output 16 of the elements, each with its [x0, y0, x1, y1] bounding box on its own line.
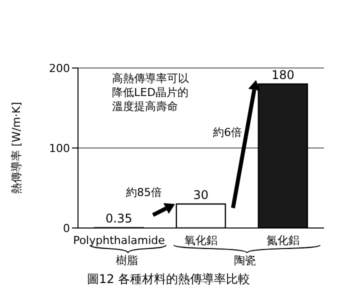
x-tick-label: 氮化鋁	[266, 234, 300, 247]
x-tick-label: 氧化鋁	[184, 234, 218, 247]
annotation: 約85倍	[126, 186, 162, 200]
annotation: 高熱傳導率可以降低LED晶片的溫度提高壽命	[112, 72, 190, 114]
x-tick-label: Polyphthalamide	[73, 234, 166, 247]
y-axis-title: 熱傳導率 [W/m·K]	[10, 102, 23, 194]
y-tick-label: 100	[49, 142, 70, 155]
y-tick-label: 200	[49, 62, 70, 75]
data-label: 180	[271, 68, 294, 82]
y-tick-label: 0	[63, 222, 70, 235]
annotation: 約6倍	[213, 126, 242, 140]
text: 圖12 各種材料的熱傳導率比較	[86, 272, 252, 286]
text: 樹脂	[116, 254, 138, 268]
text: 陶瓷	[234, 254, 256, 268]
data-label: 30	[193, 188, 209, 202]
data-label: 0.35	[106, 212, 132, 226]
